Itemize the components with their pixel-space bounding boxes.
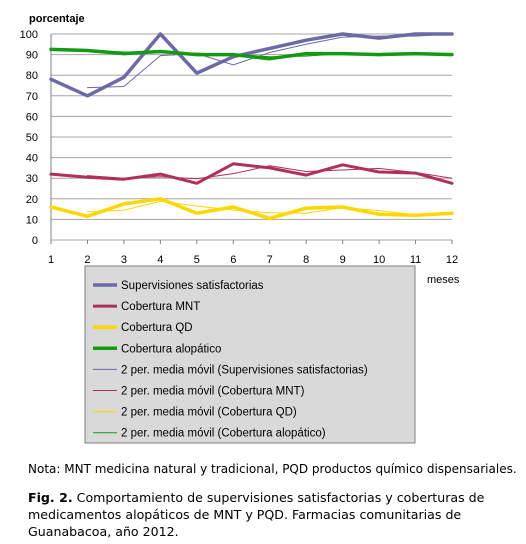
y-tick-label: 20 <box>26 194 38 206</box>
y-tick-label: 70 <box>26 91 38 103</box>
x-tick-label: 7 <box>267 254 273 266</box>
series-line-4 <box>87 33 453 89</box>
legend-label-7: 2 per. media móvil (Cobertura alopático) <box>121 428 326 440</box>
x-axis-title: meses <box>427 274 460 286</box>
legend-label-1: Cobertura MNT <box>121 301 200 313</box>
y-tick-label: 0 <box>32 235 38 247</box>
x-tick-label: 9 <box>340 254 346 266</box>
series-line-1 <box>49 162 454 185</box>
series-line-2 <box>49 197 454 221</box>
legend-label-3: Cobertura alopático <box>121 343 221 355</box>
note-text: Nota: MNT medicina natural y tradicional… <box>28 462 517 476</box>
legend-label-0: Supervisiones satisfactorias <box>121 280 264 292</box>
legend-label-5: 2 per. media móvil (Cobertura MNT) <box>121 386 305 398</box>
y-tick-label: 40 <box>26 153 38 165</box>
x-tick-label: 11 <box>410 254 421 266</box>
legend-label-6: 2 per. media móvil (Cobertura QD) <box>121 407 297 419</box>
y-tick-labels: 0 10 20 30 40 50 60 70 80 90 100 <box>20 29 38 247</box>
y-tick-label: 100 <box>20 29 38 41</box>
x-tick-label: 6 <box>230 254 236 266</box>
legend-box <box>84 265 416 444</box>
series-line-3 <box>49 47 454 61</box>
legend-label-2: Cobertura QD <box>121 322 193 334</box>
x-tick-label: 1 <box>48 254 54 266</box>
x-tick-label: 4 <box>157 254 163 266</box>
y-tick-label: 10 <box>26 214 38 226</box>
y-tick-label: 30 <box>26 173 38 185</box>
y-axis-title: porcentaje <box>29 13 85 25</box>
legend: Supervisiones satisfactorias Cobertura MN… <box>84 265 416 444</box>
x-tick-label: 8 <box>303 254 309 266</box>
x-tick-labels: 1 2 3 4 5 6 7 8 9 10 11 12 <box>48 240 458 266</box>
series-line-6 <box>87 200 453 216</box>
x-tick-label: 5 <box>194 254 200 266</box>
y-tick-label: 50 <box>26 132 38 144</box>
y-tick-label: 60 <box>26 111 38 123</box>
x-tick-label: 3 <box>121 254 127 266</box>
y-tick-label: 90 <box>26 50 38 62</box>
x-tick-label: 2 <box>84 254 90 266</box>
x-tick-label: 12 <box>446 254 458 266</box>
caption-label: Fig. 2. <box>28 490 73 505</box>
series-line-0 <box>49 32 454 98</box>
figure-caption: Fig. 2. Comportamiento de supervisiones … <box>28 489 498 540</box>
x-tick-label: 10 <box>373 254 385 266</box>
y-tick-label: 80 <box>26 70 38 82</box>
series-lines <box>49 32 454 221</box>
caption-text: Comportamiento de supervisiones satisfac… <box>28 490 485 539</box>
legend-label-4: 2 per. media móvil (Supervisiones satisf… <box>121 364 368 376</box>
